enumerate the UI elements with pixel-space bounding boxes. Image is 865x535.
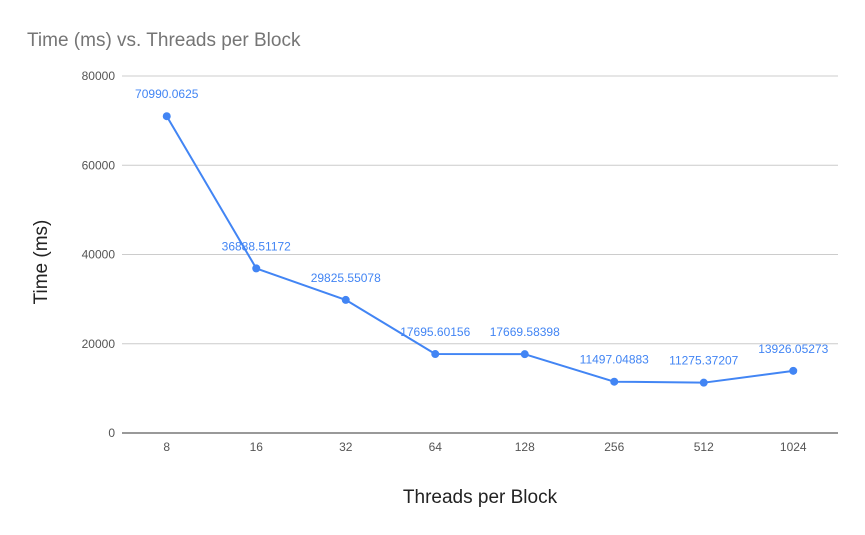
x-tick-label: 64 <box>429 440 443 454</box>
data-point <box>431 350 440 359</box>
y-tick-label: 0 <box>108 426 115 440</box>
data-point <box>341 295 350 304</box>
x-tick-label: 512 <box>694 440 714 454</box>
data-label: 70990.0625 <box>135 87 199 101</box>
series-layer <box>162 112 798 387</box>
data-label: 17695.60156 <box>400 325 470 339</box>
data-point <box>162 112 171 121</box>
data-labels: 70990.0625 36888.51172 29825.55078 17695.60… <box>135 87 829 367</box>
x-axis-title: Threads per Block <box>403 487 558 508</box>
data-point <box>699 378 708 387</box>
x-axis-ticks: 8 16 32 64 128 256 512 1024 <box>163 440 807 454</box>
y-axis-ticks: 0 20000 40000 60000 80000 <box>82 69 116 440</box>
data-label: 36888.51172 <box>222 239 292 253</box>
data-label: 11275.37207 <box>669 354 739 368</box>
data-label: 17669.58398 <box>490 325 560 339</box>
x-tick-label: 16 <box>250 440 264 454</box>
data-label: 11497.04883 <box>580 353 650 367</box>
y-tick-label: 60000 <box>82 158 116 172</box>
x-tick-label: 128 <box>515 440 535 454</box>
y-tick-label: 40000 <box>82 248 116 262</box>
x-tick-label: 256 <box>604 440 624 454</box>
chart-title: Time (ms) vs. Threads per Block <box>27 30 301 51</box>
data-point <box>252 264 261 273</box>
series-line <box>165 115 794 384</box>
data-point <box>610 377 619 386</box>
x-tick-label: 1024 <box>780 440 807 454</box>
y-axis-title: Time (ms) <box>31 220 52 305</box>
x-tick-label: 32 <box>339 440 353 454</box>
data-point <box>789 366 798 375</box>
data-label: 29825.55078 <box>311 271 381 285</box>
gridlines <box>122 75 838 434</box>
data-label: 13926.05273 <box>758 342 828 356</box>
data-point <box>520 350 529 359</box>
y-tick-label: 80000 <box>82 69 116 83</box>
y-tick-label: 20000 <box>82 337 116 351</box>
x-tick-label: 8 <box>163 440 170 454</box>
